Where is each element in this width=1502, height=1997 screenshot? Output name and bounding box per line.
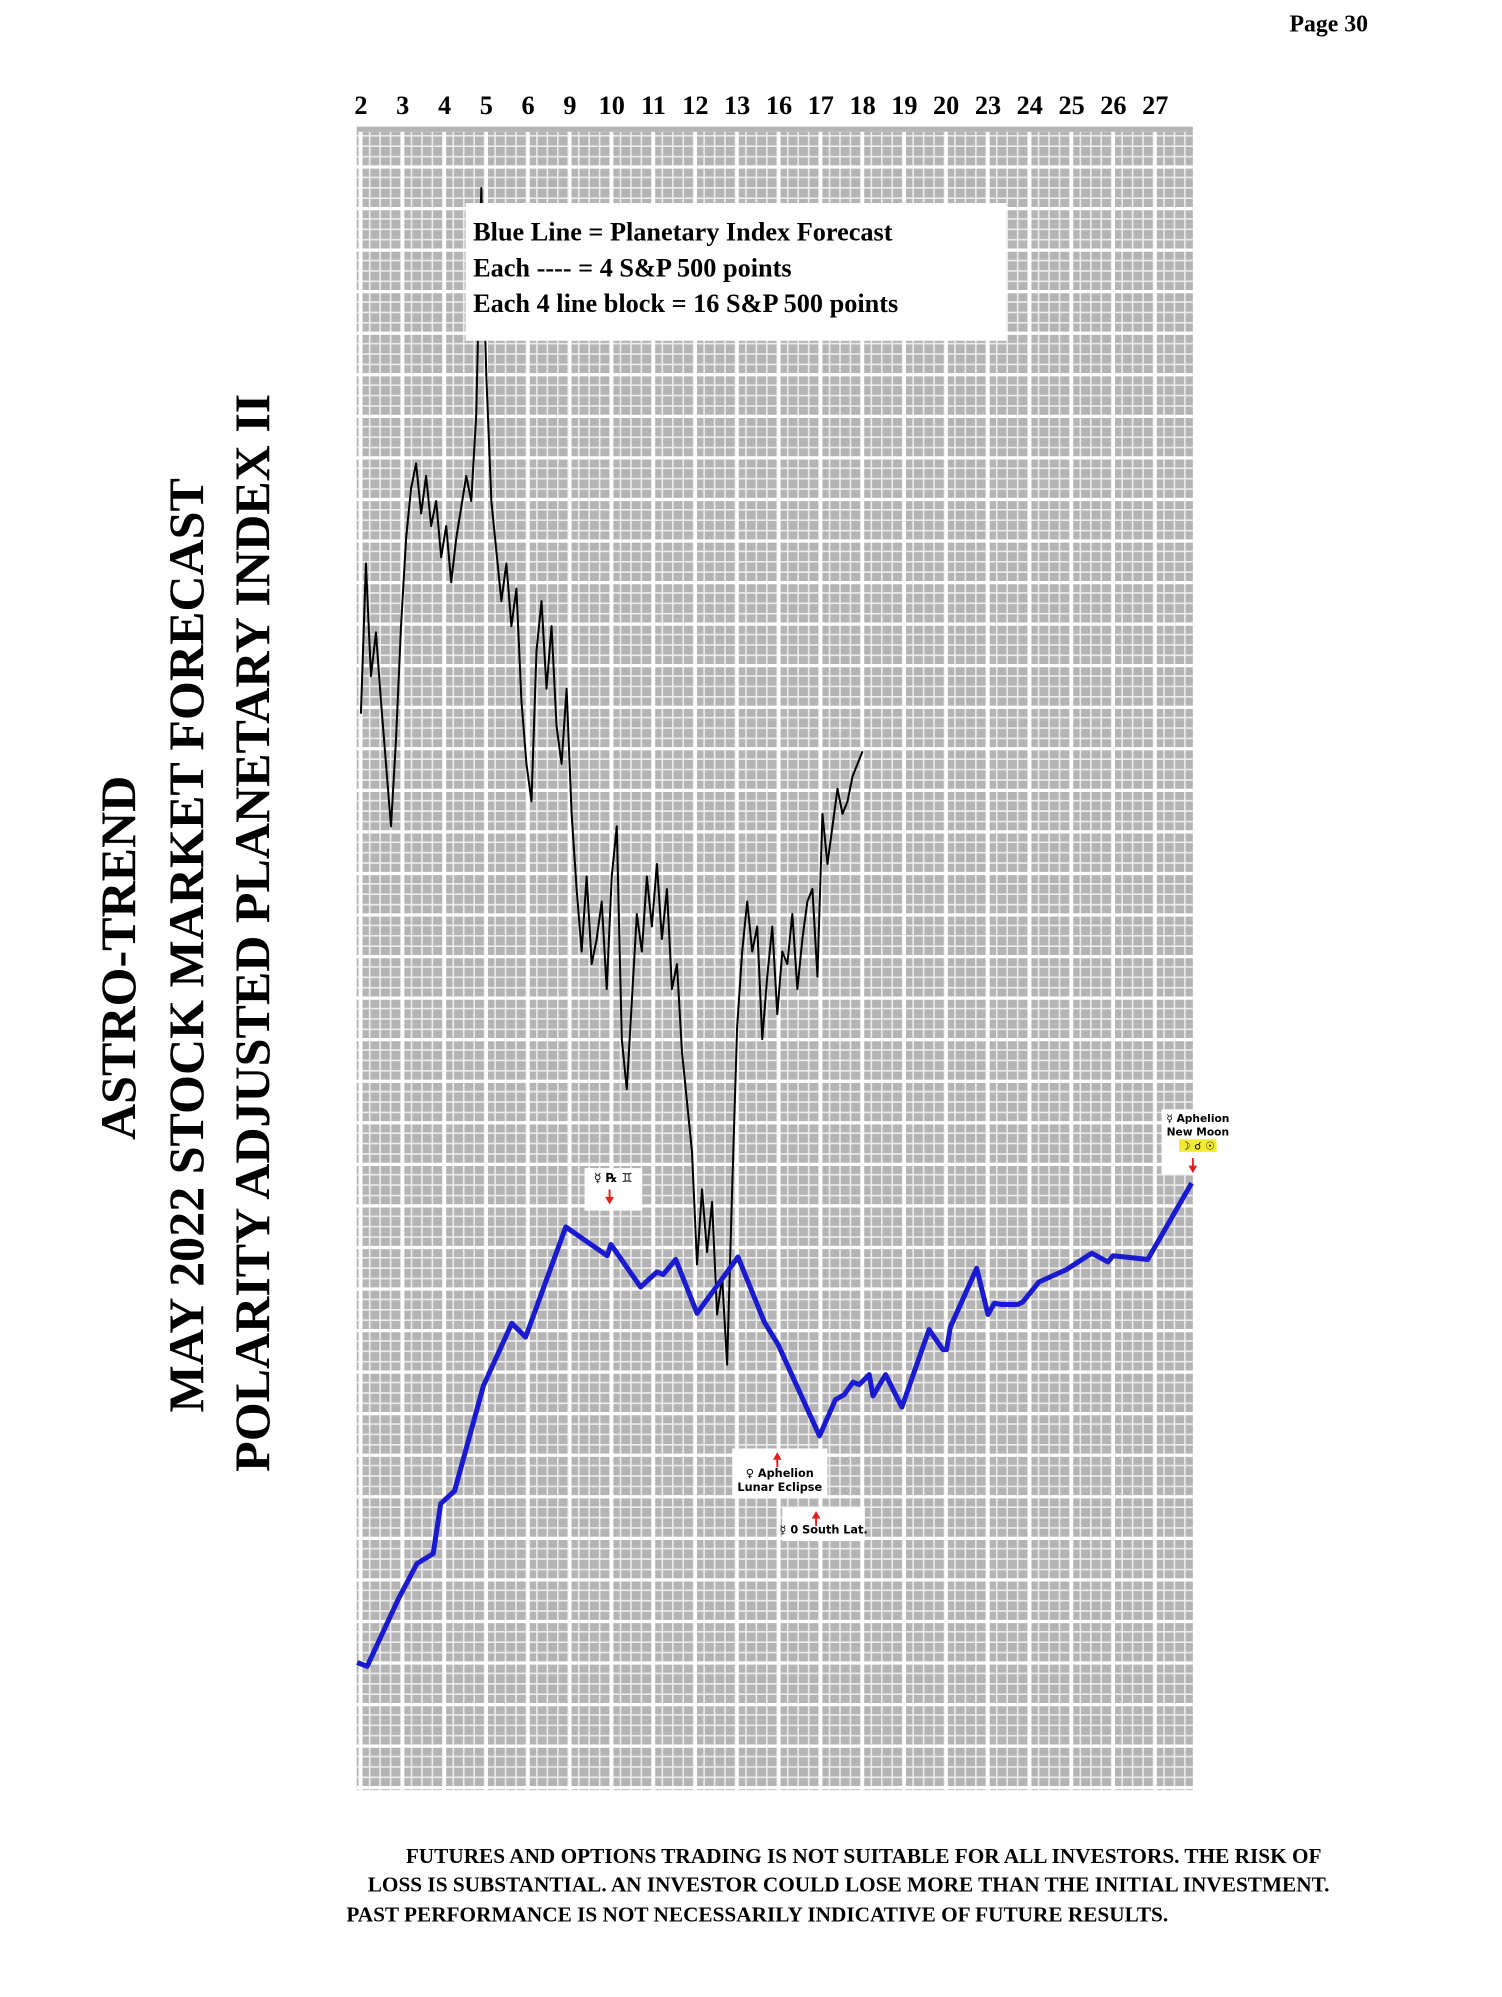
top-rule [356,126,1193,132]
legend-line: Blue Line = Planetary Index Forecast [473,218,893,247]
x-tick-label: 3 [396,91,409,120]
annotation-text: Lunar Eclipse [737,1481,822,1494]
x-tick-label: 17 [808,91,834,120]
disclaimer: FUTURES AND OPTIONS TRADING IS NOT SUITA… [346,1844,1329,1927]
annotation-text: ☿ ℞ ♊ [594,1170,633,1185]
x-tick-label: 27 [1142,91,1168,120]
x-tick-label: 16 [766,91,792,120]
annotation-text: ♀ Aphelion [746,1467,814,1480]
x-tick-label: 10 [599,91,625,120]
x-tick-label: 23 [975,91,1001,120]
annotation-text: ☿ Aphelion [1166,1112,1229,1125]
title-line: ASTRO-TREND [90,776,146,1140]
annotation-text: ☿ 0 South Lat. [780,1524,868,1537]
annotation-arrowhead [772,1452,782,1460]
forecast-line [356,1181,1194,1669]
annotation-box [782,1507,865,1542]
x-tick-label: 24 [1017,91,1043,120]
title-line: POLARITY ADJUSTED PLANETARY INDEX II [224,394,280,1472]
titles: ASTRO-TREND MAY 2022 STOCK MARKET FORECA… [90,394,280,1472]
plot: 2 3 4 5 6 9 10 11 12 13 16 17 18 19 20 23 24 25 26 27 [354,91,1194,1791]
annotation-arrowhead [1188,1165,1198,1174]
legend-line: Each ---- = 4 S&P 500 points [473,253,791,282]
x-tick-label: 20 [933,91,959,120]
x-tick-label: 4 [438,91,451,120]
x-tick-label: 25 [1058,91,1084,120]
annotation-box [584,1168,643,1211]
disclaimer-line: LOSS IS SUBSTANTIAL. AN INVESTOR COULD L… [368,1873,1330,1897]
x-tick-label: 2 [354,91,367,120]
x-tick-label: 13 [724,91,750,120]
x-tick-label: 18 [849,91,875,120]
legend-line: Each 4 line block = 16 S&P 500 points [473,289,898,318]
overlay: Blue Line = Planetary Index Forecast Each… [465,203,1235,1542]
x-tick-label: 12 [682,91,708,120]
x-tick-label: 9 [563,91,576,120]
annotation-text: ☽ ☌ ☉ [1181,1139,1215,1152]
page-number: Page 30 [1290,12,1369,38]
legend-box [465,203,1007,341]
disclaimer-line: PAST PERFORMANCE IS NOT NECESSARILY INDI… [346,1903,1168,1927]
x-tick-label: 26 [1100,91,1126,120]
annotation-arrowhead [811,1511,821,1519]
x-tick-label: 5 [480,91,493,120]
annotation-arrowhead [605,1196,614,1205]
x-tick-label: 19 [891,91,917,120]
symbol-highlight [1179,1139,1217,1152]
title-line: MAY 2022 STOCK MARKET FORECAST [158,478,214,1412]
x-tick-label: 11 [641,91,666,120]
x-tick-label: 6 [522,91,535,120]
price-line [359,187,864,1366]
annotation-text: New Moon [1167,1126,1229,1139]
disclaimer-line: FUTURES AND OPTIONS TRADING IS NOT SUITA… [406,1844,1322,1868]
